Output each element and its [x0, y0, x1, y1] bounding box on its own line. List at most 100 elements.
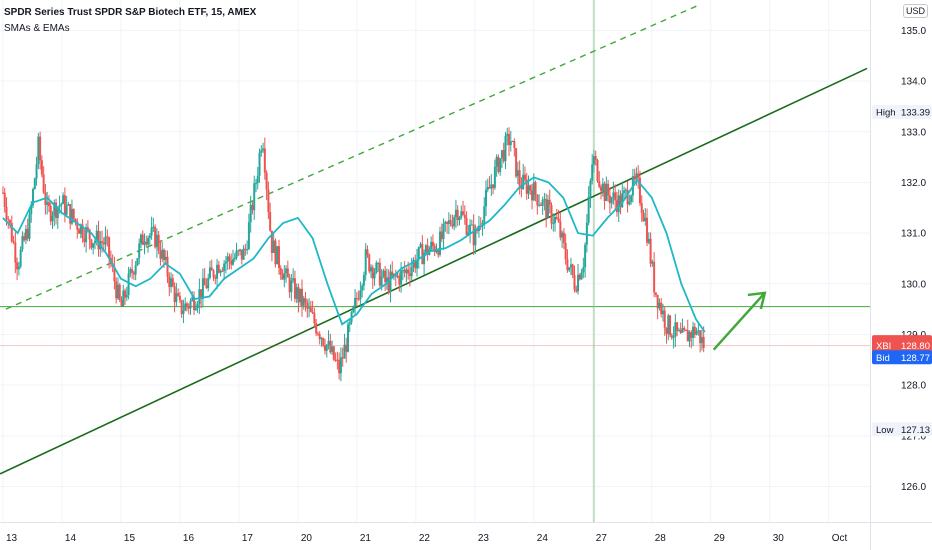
candle-body	[451, 224, 454, 227]
candle-body	[647, 238, 650, 243]
candle-body	[65, 205, 68, 215]
candle-body	[532, 182, 535, 201]
candle-body	[368, 254, 371, 272]
candle-body	[341, 357, 344, 359]
candle-body	[85, 227, 88, 243]
candle-body	[571, 264, 574, 276]
currency-label[interactable]: USD	[903, 4, 929, 18]
candle-body	[444, 221, 447, 224]
candle-body	[511, 141, 514, 143]
candle-body	[283, 273, 286, 280]
candle-body	[21, 236, 24, 250]
price-badge-value: 128.77	[901, 353, 930, 364]
candle-body	[285, 268, 288, 274]
x-tick-label: 23	[478, 533, 490, 544]
candle-body	[191, 296, 194, 301]
candle-body	[497, 156, 500, 172]
candle-body	[469, 224, 472, 233]
candle-body	[692, 326, 695, 338]
candle-body	[177, 293, 180, 296]
y-tick-label: 133.0	[901, 127, 926, 138]
candle-body	[423, 252, 426, 265]
candle-body	[240, 249, 243, 260]
candle-body	[338, 359, 341, 374]
candle-body	[661, 310, 664, 315]
candle-body	[168, 276, 171, 287]
candle-body	[410, 267, 413, 277]
candle-body	[516, 170, 519, 177]
candle-body	[313, 312, 316, 324]
projection-arrow-head	[747, 291, 767, 310]
candle-body	[47, 202, 50, 206]
candle-body	[325, 344, 328, 351]
y-tick-label: 134.0	[901, 77, 926, 88]
candle-body	[447, 220, 450, 224]
candle-body	[610, 197, 613, 204]
candle-body	[242, 248, 245, 260]
candle-body	[93, 240, 96, 244]
x-tick-label: 17	[242, 533, 254, 544]
candle-body	[407, 269, 410, 274]
candle-body	[212, 270, 215, 278]
x-tick-label: 20	[301, 533, 313, 544]
candle-body	[559, 221, 562, 238]
candle-body	[582, 267, 585, 273]
candle-body	[170, 278, 173, 287]
candle-body	[649, 238, 652, 264]
candle-body	[550, 205, 553, 224]
price-badge-value: 133.39	[901, 108, 930, 119]
candle-body	[378, 262, 381, 286]
candle-body	[309, 307, 312, 312]
candle-body	[355, 298, 358, 300]
candle-body	[674, 322, 677, 337]
candle-body	[603, 183, 606, 201]
candle-body	[667, 315, 670, 334]
y-tick-label: 132.0	[901, 178, 926, 189]
candle-body	[10, 223, 13, 242]
candle-body	[412, 260, 415, 268]
candle-body	[472, 224, 475, 246]
candle-body	[39, 136, 42, 161]
price-badge-high	[872, 105, 932, 120]
x-tick-label: 28	[655, 533, 667, 544]
candle-body	[244, 248, 247, 250]
candle-body	[371, 267, 374, 279]
candle-body	[254, 183, 257, 185]
candle-body	[354, 298, 357, 307]
candle-body	[389, 271, 392, 292]
candle-body	[362, 275, 365, 286]
candle-body	[74, 219, 77, 222]
candle-body	[375, 262, 378, 273]
candle-body	[433, 245, 436, 253]
x-tick-label: 30	[773, 533, 785, 544]
candle-body	[28, 214, 31, 239]
candle-body	[270, 230, 273, 254]
trend-line-dashed	[5, 4, 700, 310]
candle-body	[49, 205, 52, 222]
candle-body	[247, 222, 250, 250]
candle-body	[670, 335, 673, 338]
candle-body	[138, 243, 141, 259]
candle-body	[113, 266, 116, 282]
x-tick-label: 15	[124, 533, 136, 544]
candle-body	[311, 311, 314, 313]
candle-body	[81, 224, 84, 238]
candle-body	[676, 322, 679, 331]
candle-body	[463, 214, 466, 219]
candle-body	[377, 262, 380, 264]
candle-body	[539, 204, 542, 206]
candle-body	[614, 192, 617, 201]
candle-body	[683, 328, 686, 330]
indicator-legend[interactable]: SMAs & EMAs	[4, 23, 70, 34]
candle-body	[681, 328, 684, 333]
candle-body	[32, 189, 35, 206]
candle-body	[462, 211, 465, 215]
candle-body	[300, 288, 303, 306]
chart-title[interactable]: SPDR Series Trust SPDR S&P Biotech ETF, …	[4, 7, 257, 18]
candle-body	[288, 277, 291, 293]
candle-body	[601, 183, 604, 191]
candle-body	[458, 217, 461, 221]
candle-body	[554, 216, 557, 224]
y-tick-label: 126.0	[901, 482, 926, 493]
